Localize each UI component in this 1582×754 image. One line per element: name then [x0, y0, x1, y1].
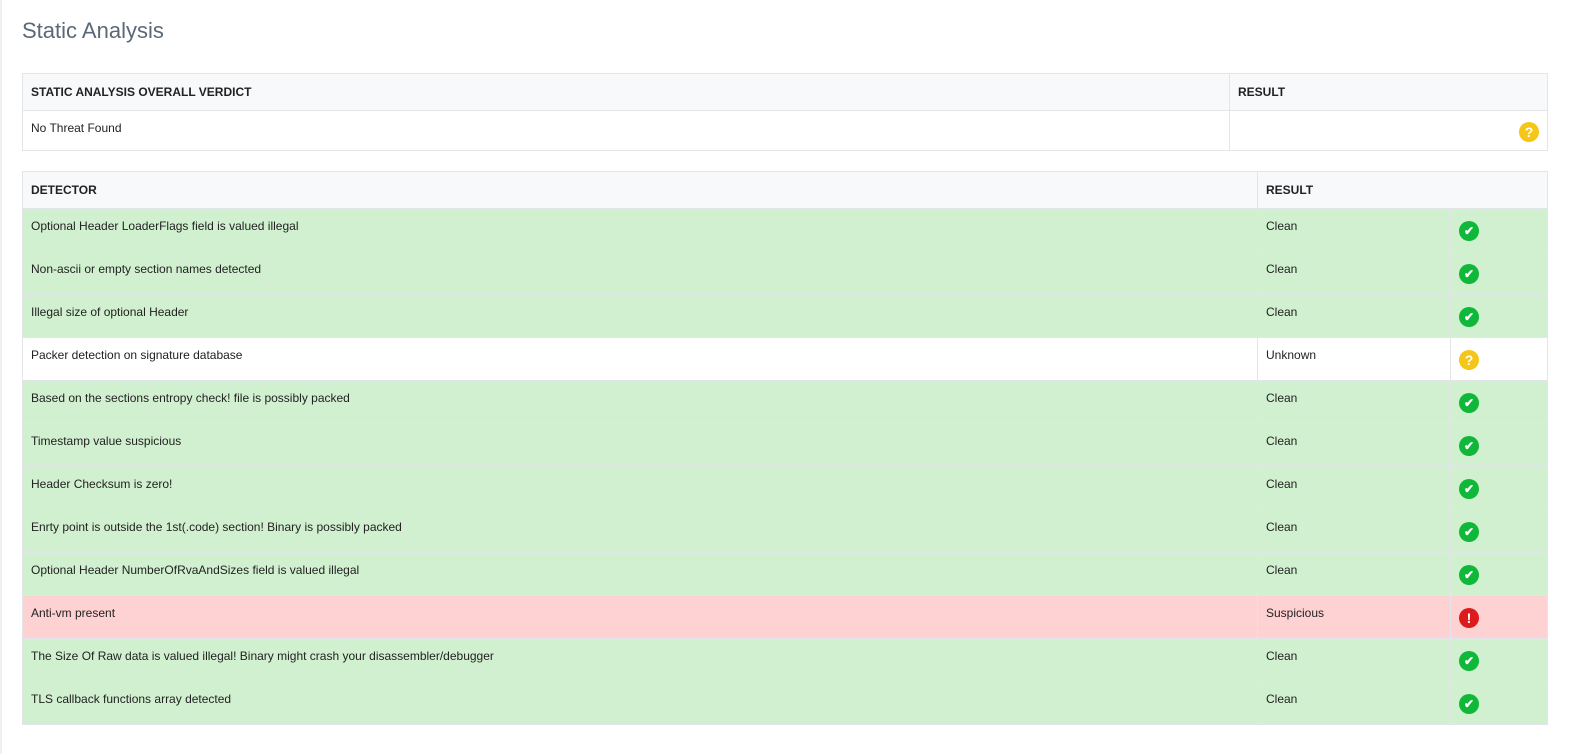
detector-name: Optional Header LoaderFlags field is val… — [22, 208, 1258, 252]
check-circle-icon: ✔ — [1459, 565, 1479, 585]
question-circle-icon: ? — [1459, 350, 1479, 370]
detector-header-row: DETECTOR RESULT — [22, 171, 1548, 209]
check-circle-icon: ✔ — [1459, 264, 1479, 284]
detector-result: Clean — [1257, 681, 1451, 725]
detector-name: TLS callback functions array detected — [22, 681, 1258, 725]
detector-status-cell: ✔ — [1450, 294, 1548, 338]
detector-row: TLS callback functions array detected Cle… — [22, 681, 1548, 725]
detector-name: Non-ascii or empty section names detecte… — [22, 251, 1258, 295]
detector-row: Optional Header LoaderFlags field is val… — [22, 208, 1548, 252]
detector-row: Non-ascii or empty section names detecte… — [22, 251, 1548, 295]
detector-status-cell: ✔ — [1450, 509, 1548, 553]
detector-status-cell: ✔ — [1450, 466, 1548, 510]
verdict-table: STATIC ANALYSIS OVERALL VERDICT RESULT N… — [22, 73, 1548, 151]
detector-status-cell: ✔ — [1450, 380, 1548, 424]
exclamation-circle-icon: ! — [1459, 608, 1479, 628]
detector-table: DETECTOR RESULT Optional Header LoaderFl… — [22, 171, 1548, 725]
detector-row: Based on the sections entropy check! fil… — [22, 380, 1548, 424]
detector-result: Clean — [1257, 466, 1451, 510]
detector-name: Anti-vm present — [22, 595, 1258, 639]
detector-status-cell: ✔ — [1450, 208, 1548, 252]
detector-row: Packer detection on signature database Un… — [22, 337, 1548, 381]
detector-name: Optional Header NumberOfRvaAndSizes fiel… — [22, 552, 1258, 596]
check-circle-icon: ✔ — [1459, 479, 1479, 499]
detector-status-cell: ✔ — [1450, 638, 1548, 682]
check-circle-icon: ✔ — [1459, 694, 1479, 714]
detector-name: Packer detection on signature database — [22, 337, 1258, 381]
detector-result: Clean — [1257, 423, 1451, 467]
check-circle-icon: ✔ — [1459, 221, 1479, 241]
check-circle-icon: ✔ — [1459, 651, 1479, 671]
detector-name: Header Checksum is zero! — [22, 466, 1258, 510]
detector-result: Unknown — [1257, 337, 1451, 381]
detector-status-cell: ✔ — [1450, 681, 1548, 725]
detector-row: The Size Of Raw data is valued illegal! … — [22, 638, 1548, 682]
detector-result: Clean — [1257, 638, 1451, 682]
detector-result: Clean — [1257, 552, 1451, 596]
detector-result: Suspicious — [1257, 595, 1451, 639]
verdict-result-cell: ? — [1229, 110, 1548, 151]
detector-name: Illegal size of optional Header — [22, 294, 1258, 338]
detector-row: Optional Header NumberOfRvaAndSizes fiel… — [22, 552, 1548, 596]
detector-column-header: DETECTOR — [22, 171, 1258, 209]
detector-row: Enrty point is outside the 1st(.code) se… — [22, 509, 1548, 553]
verdict-column-header: STATIC ANALYSIS OVERALL VERDICT — [22, 73, 1230, 111]
detector-status-cell: ✔ — [1450, 552, 1548, 596]
detector-name: Enrty point is outside the 1st(.code) se… — [22, 509, 1258, 553]
detector-name: Timestamp value suspicious — [22, 423, 1258, 467]
detector-row: Illegal size of optional Header Clean ✔ — [22, 294, 1548, 338]
detector-row: Header Checksum is zero! Clean ✔ — [22, 466, 1548, 510]
detector-result: Clean — [1257, 509, 1451, 553]
page-title: Static Analysis — [22, 18, 164, 43]
verdict-row: No Threat Found ? — [22, 110, 1548, 151]
detector-result: Clean — [1257, 208, 1451, 252]
detector-result: Clean — [1257, 251, 1451, 295]
detector-row: Timestamp value suspicious Clean ✔ — [22, 423, 1548, 467]
check-circle-icon: ✔ — [1459, 436, 1479, 456]
detector-name: Based on the sections entropy check! fil… — [22, 380, 1258, 424]
result-column-header: RESULT — [1257, 171, 1548, 209]
verdict-header-row: STATIC ANALYSIS OVERALL VERDICT RESULT — [22, 73, 1548, 111]
detector-name: The Size Of Raw data is valued illegal! … — [22, 638, 1258, 682]
detector-status-cell: ? — [1450, 337, 1548, 381]
detector-status-cell: ✔ — [1450, 423, 1548, 467]
verdict-value: No Threat Found — [22, 110, 1230, 151]
check-circle-icon: ✔ — [1459, 393, 1479, 413]
check-circle-icon: ✔ — [1459, 307, 1479, 327]
question-circle-icon: ? — [1519, 122, 1539, 142]
result-column-header: RESULT — [1229, 73, 1548, 111]
detector-result: Clean — [1257, 294, 1451, 338]
detector-status-cell: ! — [1450, 595, 1548, 639]
check-circle-icon: ✔ — [1459, 522, 1479, 542]
detector-row: Anti-vm present Suspicious! — [22, 595, 1548, 639]
detector-result: Clean — [1257, 380, 1451, 424]
detector-status-cell: ✔ — [1450, 251, 1548, 295]
